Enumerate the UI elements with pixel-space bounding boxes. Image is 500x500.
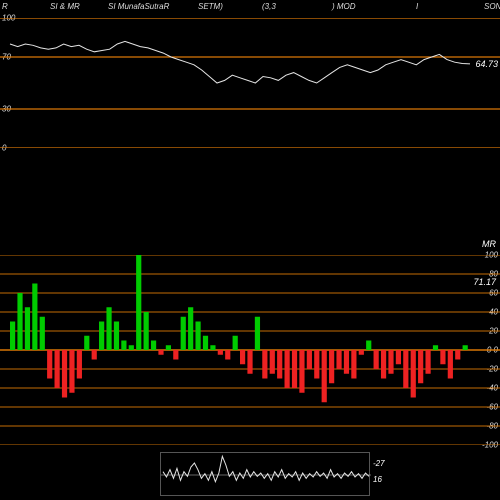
header-label: SI MunafaSutraR (108, 2, 169, 11)
header-label: SI & MR (50, 2, 80, 11)
footer-value-label: 16 (373, 475, 382, 484)
header-label: ) MOD (332, 2, 356, 11)
rsi-panel: 1007030064.73 (0, 18, 500, 148)
mr-label: MR (482, 239, 496, 249)
rsi-current-value: 64.73 (475, 59, 498, 69)
header-label: R (2, 2, 8, 11)
header-label: SETM) (198, 2, 223, 11)
header-label: I (416, 2, 418, 11)
header-label: SON (484, 2, 500, 11)
footer-oscillator-panel: -2716 (160, 452, 370, 496)
mr-current-value: 71.17 (473, 277, 496, 287)
mr-bar-panel: 100806040200 0-20-40-60-80-100MR71.17 (0, 255, 500, 445)
header-label: (3,3 (262, 2, 276, 11)
footer-value-label: -27 (373, 459, 385, 468)
chart-header: R SI & MR SI MunafaSutraR SETM) (3,3 ) MOD I SO… (0, 2, 500, 16)
